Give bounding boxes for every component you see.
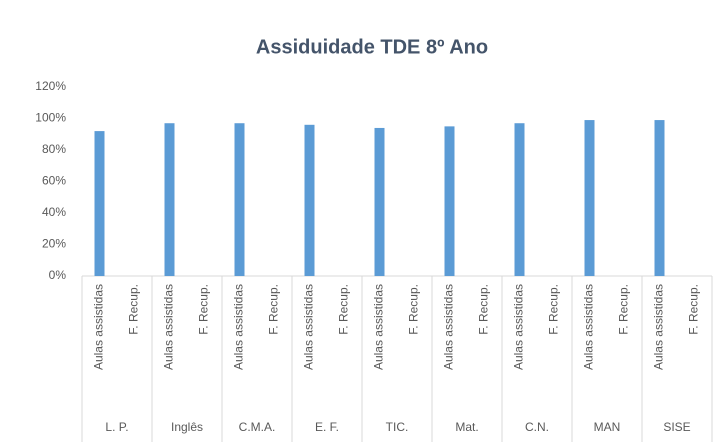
y-tick-label: 60% <box>42 174 66 188</box>
x-tick-label: F. Recup. <box>617 284 631 335</box>
x-tick-label: F. Recup. <box>127 284 141 335</box>
bar <box>234 123 245 276</box>
bar <box>94 131 105 276</box>
group-label: C.N. <box>525 420 549 434</box>
x-tick-label: F. Recup. <box>267 284 281 335</box>
x-tick-label: F. Recup. <box>547 284 561 335</box>
x-tick-label: Aulas assistidas <box>162 284 176 370</box>
group-label: L. P. <box>105 420 128 434</box>
bar <box>444 126 455 276</box>
bar <box>164 123 175 276</box>
group-label: MAN <box>594 420 621 434</box>
bar <box>374 127 385 276</box>
y-tick-label: 40% <box>42 205 66 219</box>
bar <box>304 124 315 276</box>
group-label: TIC. <box>386 420 409 434</box>
bar <box>654 120 665 276</box>
x-tick-label: F. Recup. <box>477 284 491 335</box>
x-tick-label: Aulas assistidas <box>582 284 596 370</box>
group-label: SISE <box>663 420 690 434</box>
y-tick-label: 100% <box>35 111 66 125</box>
y-tick-label: 20% <box>42 237 66 251</box>
x-tick-label: Aulas assistidas <box>232 284 246 370</box>
x-tick-label: F. Recup. <box>197 284 211 335</box>
y-tick-label: 80% <box>42 142 66 156</box>
x-tick-label: F. Recup. <box>407 284 421 335</box>
y-tick-label: 120% <box>35 79 66 93</box>
x-tick-label: Aulas assistidas <box>92 284 106 370</box>
bar <box>514 123 525 276</box>
group-label: E. F. <box>315 420 339 434</box>
x-tick-label: F. Recup. <box>337 284 351 335</box>
x-tick-label: F. Recup. <box>687 284 701 335</box>
x-tick-label: Aulas assistidas <box>652 284 666 370</box>
x-tick-label: Aulas assistidas <box>302 284 316 370</box>
x-tick-label: Aulas assistidas <box>442 284 456 370</box>
x-tick-label: Aulas assistidas <box>372 284 386 370</box>
chart-title: Assiduidade TDE 8º Ano <box>256 36 488 58</box>
x-tick-label: Aulas assistidas <box>512 284 526 370</box>
bar <box>584 120 595 276</box>
group-label: C.M.A. <box>239 420 276 434</box>
y-tick-label: 0% <box>49 268 67 282</box>
group-label: Inglês <box>171 420 203 434</box>
group-label: Mat. <box>455 420 478 434</box>
